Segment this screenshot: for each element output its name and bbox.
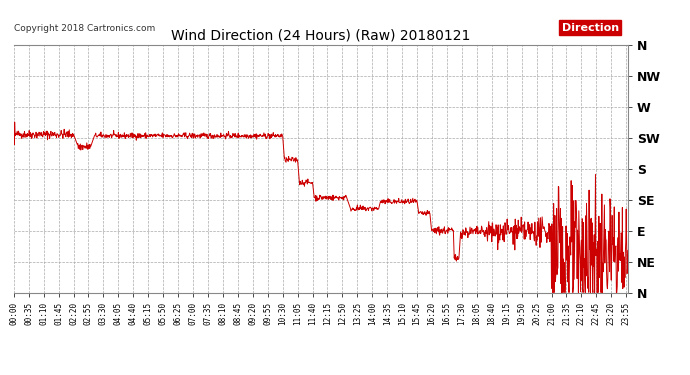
Text: Copyright 2018 Cartronics.com: Copyright 2018 Cartronics.com [14,24,155,33]
Title: Wind Direction (24 Hours) (Raw) 20180121: Wind Direction (24 Hours) (Raw) 20180121 [171,28,471,42]
Text: Direction: Direction [562,22,619,33]
